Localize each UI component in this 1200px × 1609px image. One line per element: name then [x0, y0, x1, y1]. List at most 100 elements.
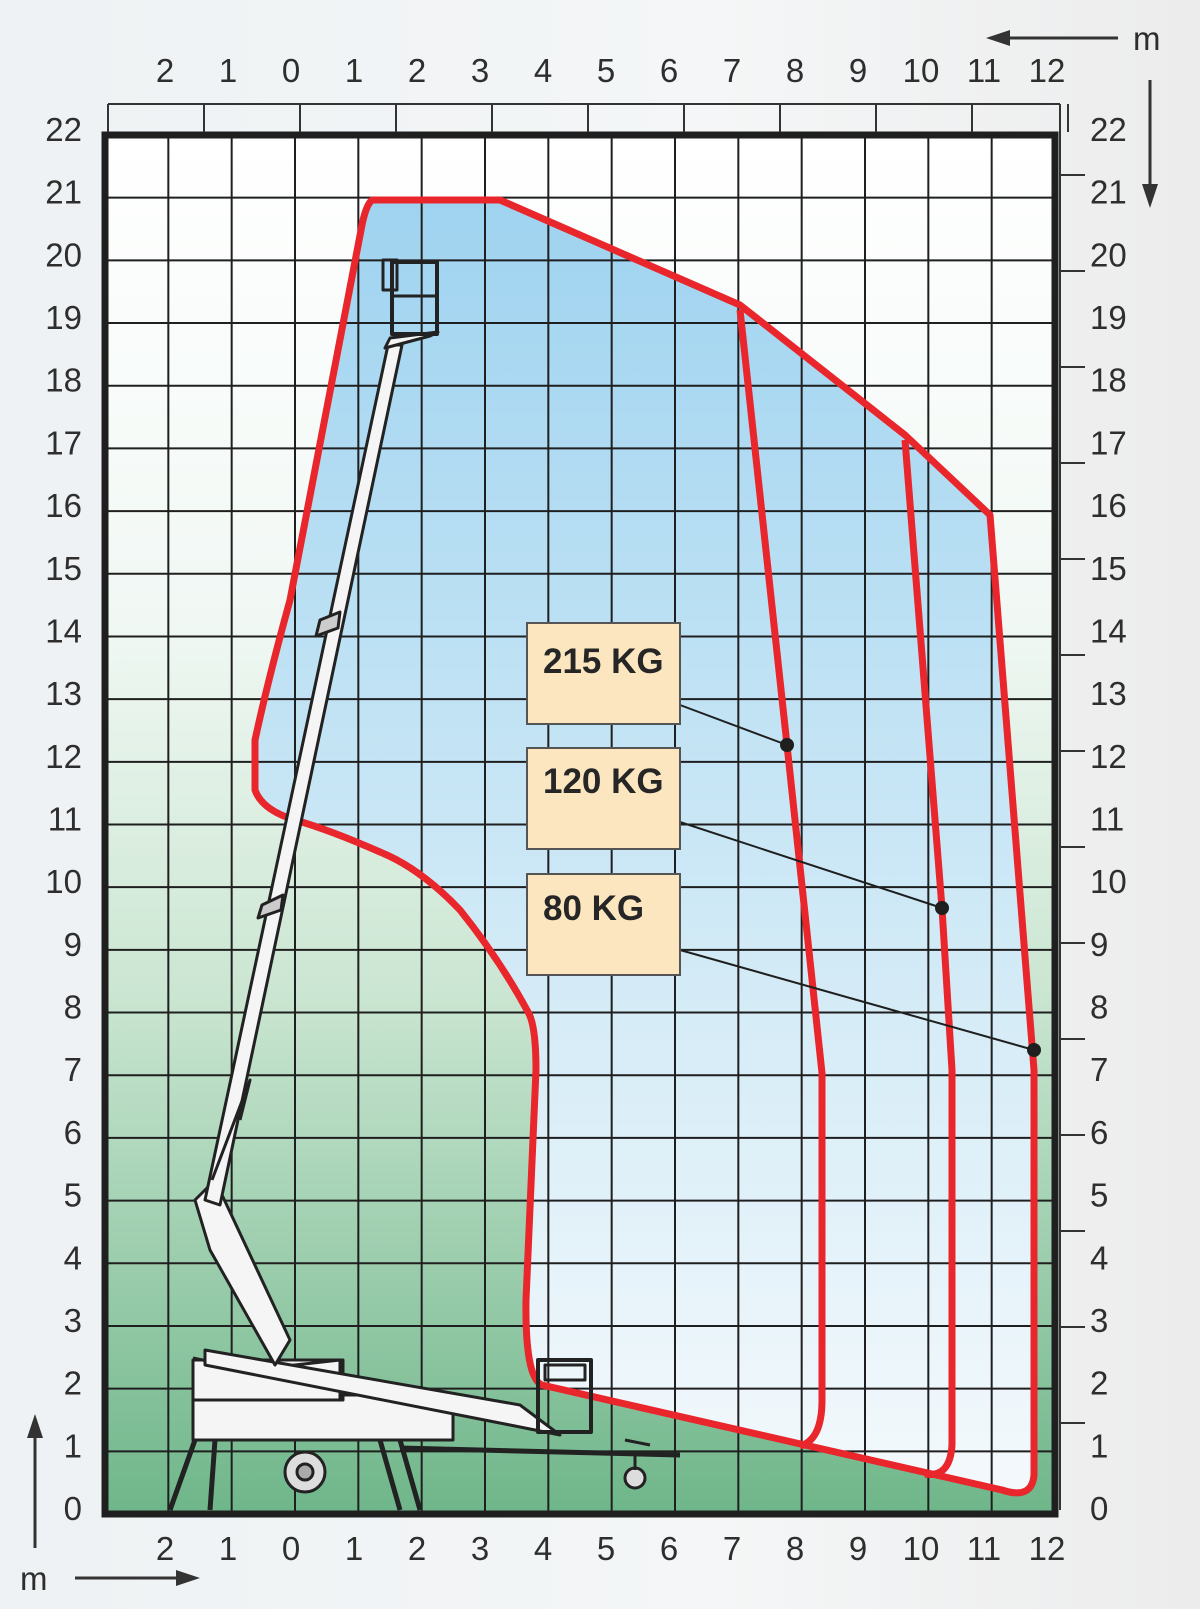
left-y-tick-label: 8: [64, 989, 82, 1026]
envelope-outline-215kg: [736, 309, 826, 1450]
bottom-x-tick-label: 7: [723, 1530, 741, 1567]
top-x-tick-label: 12: [1029, 52, 1066, 89]
right-y-tick-label: 10: [1090, 863, 1127, 900]
left-y-tick-label: 12: [45, 738, 82, 775]
right-y-tick-label: 0: [1090, 1490, 1108, 1527]
left-y-tick-label: 3: [64, 1302, 82, 1339]
left-y-tick-label: 19: [45, 299, 82, 336]
left-y-tick-label: 7: [64, 1051, 82, 1088]
load-label-215kg: 215 KG: [526, 622, 681, 725]
right-y-tick-label: 2: [1090, 1365, 1108, 1402]
right-y-tick-label: 15: [1090, 550, 1127, 587]
bottom-x-tick-label: 3: [471, 1530, 489, 1567]
left-y-tick-label: 22: [45, 111, 82, 148]
right-y-tick-label: 8: [1090, 989, 1108, 1026]
load-label-120kg: 120 KG: [526, 747, 681, 850]
right-y-tick-label: 13: [1090, 675, 1127, 712]
leader-line-215kg: [679, 704, 788, 746]
unit-label-bottom: m: [20, 1560, 48, 1597]
bottom-x-tick-label: 2: [408, 1530, 426, 1567]
right-y-tick-label: 18: [1090, 362, 1127, 399]
top-x-tick-label: 9: [849, 52, 867, 89]
bottom-x-axis-labels: 2 1 0 1 2 3 4 5 6 7 8 9 10 11 12: [156, 1530, 1066, 1567]
right-y-tick-label: 12: [1090, 738, 1127, 775]
leader-line-120kg: [679, 821, 943, 909]
top-x-tick-label: 1: [345, 52, 363, 89]
right-y-tick-label: 7: [1090, 1051, 1108, 1088]
bottom-x-tick-label: 2: [156, 1530, 174, 1567]
right-y-tick-label: 1: [1090, 1427, 1108, 1464]
top-x-tick-label: 0: [282, 52, 300, 89]
leader-dot-80kg: [1027, 1043, 1041, 1057]
right-y-tick-label: 14: [1090, 612, 1127, 649]
left-y-tick-label: 15: [45, 550, 82, 587]
left-y-tick-label: 9: [64, 926, 82, 963]
left-y-tick-label: 10: [45, 863, 82, 900]
load-label-text-215kg: 215 KG: [543, 642, 664, 681]
axis-ticks: [107, 103, 1085, 1510]
bottom-x-tick-label: 12: [1029, 1530, 1066, 1567]
right-y-tick-label: 22: [1090, 111, 1127, 148]
top-x-tick-label: 1: [219, 52, 237, 89]
right-y-tick-label: 4: [1090, 1239, 1108, 1276]
left-y-tick-label: 11: [48, 801, 82, 838]
right-y-tick-label: 16: [1090, 487, 1127, 524]
unit-arrow-bottom: m: [20, 1414, 200, 1597]
right-y-tick-label: 21: [1090, 174, 1127, 211]
top-x-tick-label: 5: [597, 52, 615, 89]
right-y-tick-label: 9: [1090, 926, 1108, 963]
right-y-tick-label: 3: [1090, 1302, 1108, 1339]
bottom-x-tick-label: 9: [849, 1530, 867, 1567]
left-y-tick-label: 4: [64, 1239, 82, 1276]
leader-dot-215kg: [780, 738, 794, 752]
bottom-x-tick-label: 11: [967, 1530, 1001, 1567]
top-x-axis-labels: 2 1 0 1 2 3 4 5 6 7 8 9 10 11 12: [156, 52, 1066, 89]
right-y-tick-label: 6: [1090, 1114, 1108, 1151]
top-x-tick-label: 6: [660, 52, 678, 89]
right-y-tick-label: 11: [1090, 801, 1124, 838]
right-y-tick-label: 20: [1090, 236, 1127, 273]
left-y-tick-label: 20: [45, 236, 82, 273]
left-y-tick-label: 21: [45, 174, 82, 211]
top-x-tick-label: 2: [156, 52, 174, 89]
envelope-outline-120kg: [901, 439, 956, 1478]
top-x-tick-label: 4: [534, 52, 552, 89]
left-y-tick-label: 0: [64, 1490, 82, 1527]
unit-label-top: m: [1133, 20, 1161, 57]
plot-border: [101, 131, 1059, 1518]
left-y-tick-label: 16: [45, 487, 82, 524]
right-y-tick-label: 19: [1090, 299, 1127, 336]
bottom-x-tick-label: 4: [534, 1530, 552, 1567]
bottom-x-tick-label: 8: [786, 1530, 804, 1567]
bottom-x-tick-label: 5: [597, 1530, 615, 1567]
left-y-tick-label: 14: [45, 612, 82, 649]
bottom-x-tick-label: 1: [345, 1530, 363, 1567]
leader-dot-120kg: [935, 901, 949, 915]
left-y-tick-label: 2: [64, 1365, 82, 1402]
load-label-80kg: 80 KG: [526, 873, 681, 976]
top-x-tick-label: 10: [903, 52, 940, 89]
load-label-text-120kg: 120 KG: [543, 762, 664, 801]
top-x-tick-label: 8: [786, 52, 804, 89]
bottom-x-tick-label: 6: [660, 1530, 678, 1567]
left-y-tick-label: 13: [45, 675, 82, 712]
bottom-x-tick-label: 10: [903, 1530, 940, 1567]
bottom-x-tick-label: 1: [219, 1530, 237, 1567]
left-y-tick-label: 1: [64, 1427, 82, 1464]
right-y-tick-label: 5: [1090, 1177, 1108, 1214]
top-x-tick-label: 11: [967, 52, 1001, 89]
leader-line-80kg: [679, 949, 1035, 1051]
aerial-lift-machine-icon: [167, 258, 681, 1511]
left-y-tick-label: 18: [45, 362, 82, 399]
left-y-tick-label: 5: [64, 1177, 82, 1214]
load-label-text-80kg: 80 KG: [543, 889, 644, 928]
top-x-tick-label: 3: [471, 52, 489, 89]
unit-arrow-top: m: [986, 20, 1161, 208]
top-x-tick-label: 2: [408, 52, 426, 89]
right-y-tick-label: 17: [1090, 424, 1127, 461]
top-x-tick-label: 7: [723, 52, 741, 89]
load-leaders: [679, 704, 1041, 1057]
